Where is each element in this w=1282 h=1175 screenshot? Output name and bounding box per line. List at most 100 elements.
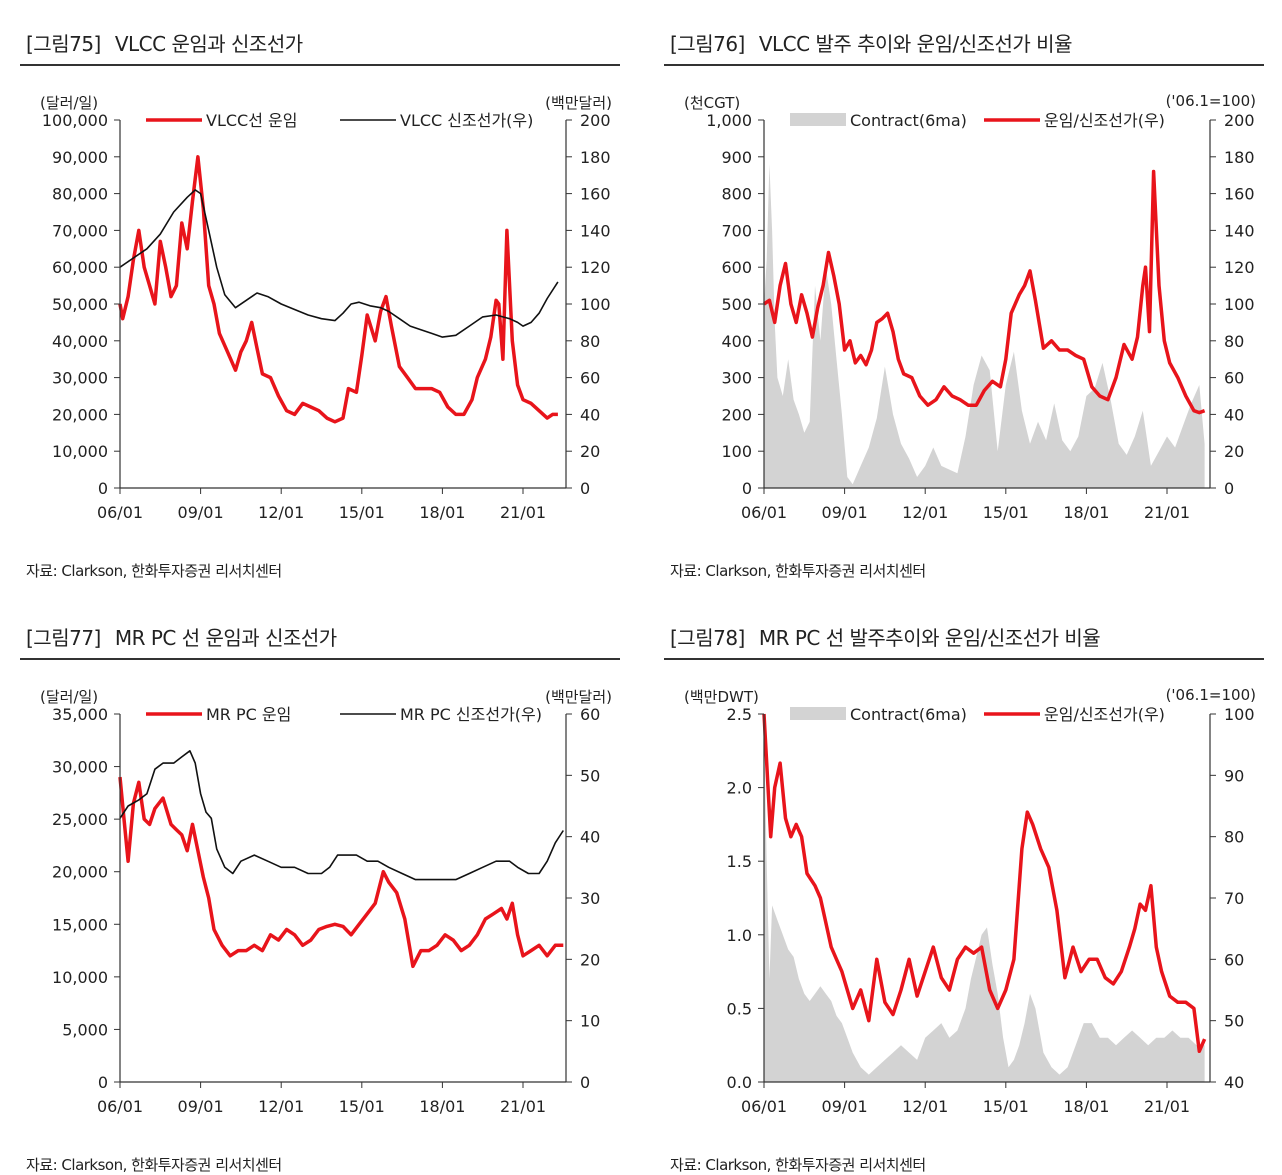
x-tick-label: 18/01 [1063,503,1109,522]
right-tick-label: 0 [580,479,590,498]
red-series-line [762,713,1207,1054]
left-tick-label: 30,000 [52,369,108,388]
chart-panel-vlcc-orders-ratio: [그림76] VLCC 발주 추이와 운임/신조선가 비율 (천CGT) ('06… [664,20,1264,580]
black-series-line [119,189,559,338]
x-tick-label: 15/01 [983,503,1029,522]
title-divider [20,64,620,66]
title-divider [664,658,1264,660]
right-tick-label: 50 [580,766,600,785]
right-axis-unit: ('06.1=100) [1165,92,1256,110]
legend-label: VLCC선 운임 [206,111,297,130]
left-tick-label: 0.0 [727,1073,752,1092]
title-divider [20,658,620,660]
x-tick-label: 15/01 [339,503,385,522]
x-tick-label: 09/01 [822,503,868,522]
right-tick-label: 40 [1224,1073,1244,1092]
right-tick-label: 200 [580,111,611,130]
left-tick-label: 500 [721,295,752,314]
chart-plot: 0.0 0.5 1.0 1.5 2.0 2.5 40 50 60 70 80 90 100 06/01 09… [727,705,1255,1116]
figure-title: [그림75] VLCC 운임과 신조선가 [26,32,303,56]
left-tick-label: 90,000 [52,148,108,167]
legend-label: 운임/신조선가(우) [1044,111,1165,130]
left-tick-label: 1.0 [727,926,752,945]
left-tick-label: 800 [721,185,752,204]
x-tick-label: 15/01 [983,1097,1029,1116]
x-tick-label: 21/01 [500,1097,546,1116]
x-tick-label: 15/01 [339,1097,385,1116]
x-tick-label: 18/01 [419,503,465,522]
source-note: 자료: Clarkson, 한화투자증권 리서치센터 [670,562,926,580]
legend-label: MR PC 운임 [206,705,291,724]
right-tick-label: 60 [1224,369,1244,388]
right-tick-label: 20 [1224,442,1244,461]
x-tick-label: 18/01 [419,1097,465,1116]
figure-title: [그림76] VLCC 발주 추이와 운임/신조선가 비율 [670,32,1072,56]
figure-title: [그림77] MR PC 선 운임과 신조선가 [26,626,337,650]
left-axis-unit: (백만DWT) [684,688,759,706]
x-tick-label: 12/01 [258,1097,304,1116]
left-tick-label: 300 [721,369,752,388]
source-note: 자료: Clarkson, 한화투자증권 리서치센터 [26,562,282,580]
figure-title: [그림78] MR PC 선 발주추이와 운임/신조선가 비율 [670,626,1101,650]
right-tick-label: 90 [1224,766,1244,785]
x-tick-label: 06/01 [741,1097,787,1116]
left-tick-label: 0 [98,1073,108,1092]
right-axis-unit: (백만달러) [545,688,612,706]
left-tick-label: 20,000 [52,863,108,882]
right-tick-label: 40 [580,828,600,847]
right-tick-label: 70 [1224,889,1244,908]
legend-label: 운임/신조선가(우) [1044,705,1165,724]
legend-label: MR PC 신조선가(우) [400,705,542,724]
left-tick-label: 50,000 [52,295,108,314]
left-tick-label: 0.5 [727,999,752,1018]
right-tick-label: 60 [1224,950,1244,969]
left-tick-label: 2.0 [727,779,752,798]
right-axis-unit: ('06.1=100) [1165,686,1256,704]
right-tick-label: 180 [580,148,611,167]
legend-label: Contract(6ma) [850,111,967,130]
left-tick-label: 10,000 [52,442,108,461]
x-tick-label: 09/01 [822,1097,868,1116]
right-tick-label: 0 [580,1073,590,1092]
right-axis-unit: (백만달러) [545,94,612,112]
title-divider [664,64,1264,66]
chart-plot: 0 10,000 20,000 30,000 40,000 50,000 60,000 70,… [42,111,611,522]
left-tick-label: 70,000 [52,221,108,240]
left-tick-label: 600 [721,258,752,277]
legend-swatch-area [790,707,846,720]
left-tick-label: 200 [721,405,752,424]
left-tick-label: 10,000 [52,968,108,987]
right-tick-label: 160 [1224,185,1255,204]
right-tick-label: 40 [580,405,600,424]
right-tick-label: 0 [1224,479,1234,498]
right-tick-label: 80 [580,332,600,351]
right-tick-label: 60 [580,705,600,724]
red-series-line [118,776,564,969]
x-tick-label: 06/01 [97,1097,143,1116]
right-tick-label: 80 [1224,332,1244,351]
right-tick-label: 20 [580,442,600,461]
source-note: 자료: Clarkson, 한화투자증권 리서치센터 [26,1156,282,1174]
right-tick-label: 30 [580,889,600,908]
right-tick-label: 200 [1224,111,1255,130]
x-tick-label: 09/01 [178,503,224,522]
right-tick-label: 100 [580,295,611,314]
left-tick-label: 60,000 [52,258,108,277]
left-tick-label: 2.5 [727,705,752,724]
left-tick-label: 400 [721,332,752,351]
red-series-line [763,169,1206,415]
chart-plot: 0 100 200 300 400 500 600 700 800 900 1,000 0 20 40 60… [706,111,1255,522]
left-tick-label: 700 [721,221,752,240]
legend-swatch-area [790,113,846,126]
left-tick-label: 25,000 [52,810,108,829]
right-tick-label: 50 [1224,1012,1244,1031]
right-tick-label: 60 [580,369,600,388]
left-axis-unit: (달러/일) [40,94,99,112]
left-tick-label: 100 [721,442,752,461]
x-tick-label: 21/01 [500,503,546,522]
x-tick-label: 06/01 [97,503,143,522]
left-tick-label: 0 [98,479,108,498]
right-tick-label: 10 [580,1012,600,1031]
x-tick-label: 09/01 [178,1097,224,1116]
left-axis-unit: (천CGT) [684,94,741,112]
